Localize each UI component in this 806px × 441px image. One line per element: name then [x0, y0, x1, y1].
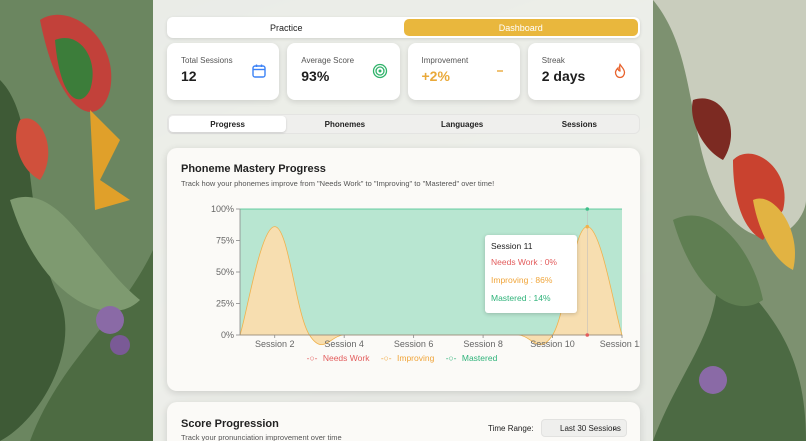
- dashboard-panel: Practice Dashboard Total Sessions 12 Ave…: [153, 0, 653, 441]
- y-tick-label: 50%: [216, 267, 234, 277]
- stat-value: +2%: [421, 68, 450, 84]
- background-foliage-right: [653, 0, 806, 441]
- dashboard-button[interactable]: Dashboard: [403, 19, 638, 36]
- y-tick-label: 0%: [221, 330, 234, 340]
- time-range-select[interactable]: Last 30 Sessions ⌄: [541, 419, 627, 437]
- tab-progress[interactable]: Progress: [169, 116, 287, 132]
- tooltip-title: Session 11: [491, 241, 533, 251]
- stat-label: Streak: [541, 56, 565, 65]
- practice-button[interactable]: Practice: [169, 19, 404, 36]
- legend-mastered-label: Mastered: [461, 353, 498, 363]
- mastered-point: [585, 207, 590, 211]
- mastery-chart-card: Phoneme Mastery Progress Track how your …: [167, 148, 640, 391]
- legend-needs-work[interactable]: -○- Needs Work: [306, 353, 370, 363]
- stat-label: Total Sessions: [181, 56, 233, 65]
- tooltip-mastered: Mastered : 14%: [491, 293, 551, 303]
- chart-subtitle: Track how your phonemes improve from "Ne…: [181, 179, 495, 188]
- time-range-value: Last 30 Sessions: [560, 424, 621, 433]
- stat-card-average-score: Average Score 93%: [287, 43, 400, 100]
- score-progression-card: Score Progression Track your pronunciati…: [167, 402, 640, 441]
- flame-icon: [614, 63, 626, 79]
- legend-mastered[interactable]: -○- Mastered: [445, 353, 498, 363]
- y-tick-label: 25%: [216, 299, 234, 309]
- stat-card-total-sessions: Total Sessions 12: [167, 43, 280, 100]
- tab-languages[interactable]: Languages: [404, 116, 521, 132]
- mastery-chart[interactable]: 0% 25% 50% 75% 100% Session 2 Session 4 Session…: [167, 148, 640, 391]
- legend-improving-label: Improving: [397, 353, 435, 363]
- stat-value: 2 days: [541, 68, 586, 84]
- stat-cards: Total Sessions 12 Average Score 93% Impr…: [167, 43, 640, 100]
- background-foliage-left: [0, 0, 153, 441]
- calendar-icon: [252, 64, 266, 78]
- x-tick-label: Session 4: [324, 339, 364, 349]
- tooltip-needs-work: Needs Work : 0%: [491, 257, 557, 267]
- stat-card-improvement: Improvement +2%: [407, 43, 520, 100]
- dashboard-tabs: Progress Phonemes Languages Sessions: [167, 114, 640, 134]
- x-tick-label: Session 8: [463, 339, 503, 349]
- chart-tooltip: Session 11 Needs Work : 0% Improving : 8…: [485, 235, 577, 313]
- stat-label: Average Score: [301, 56, 355, 65]
- score-subtitle: Track your pronunciation improvement ove…: [181, 433, 342, 441]
- stat-label: Improvement: [421, 56, 469, 65]
- stat-value: 93%: [301, 68, 330, 84]
- tab-phonemes[interactable]: Phonemes: [286, 116, 403, 132]
- chart-title: Phoneme Mastery Progress: [181, 163, 326, 175]
- target-icon: [372, 63, 387, 79]
- legend-needs-work-label: Needs Work: [322, 353, 370, 363]
- time-range-label: Time Range:: [488, 424, 534, 433]
- stat-value: 12: [181, 68, 197, 84]
- y-tick-label: 100%: [211, 204, 234, 214]
- dash-icon: [496, 70, 503, 72]
- x-tick-label: Session 12: [600, 339, 640, 349]
- needs-work-point: [585, 333, 590, 337]
- chevron-down-icon: ⌄: [611, 423, 618, 432]
- score-title: Score Progression: [181, 418, 279, 430]
- legend-improving[interactable]: -○- Improving: [380, 353, 435, 363]
- x-tick-label: Session 10: [530, 339, 575, 349]
- improving-point: [585, 224, 590, 229]
- mode-toggle: Practice Dashboard: [167, 17, 640, 38]
- x-tick-label: Session 6: [394, 339, 434, 349]
- tab-sessions[interactable]: Sessions: [521, 116, 638, 132]
- stat-card-streak: Streak 2 days: [527, 43, 640, 100]
- chart-legend: -○- Needs Work -○- Improving -○- Mastere…: [167, 353, 640, 363]
- y-tick-label: 75%: [216, 236, 234, 246]
- tooltip-improving: Improving : 86%: [491, 275, 553, 285]
- x-tick-label: Session 2: [255, 339, 295, 349]
